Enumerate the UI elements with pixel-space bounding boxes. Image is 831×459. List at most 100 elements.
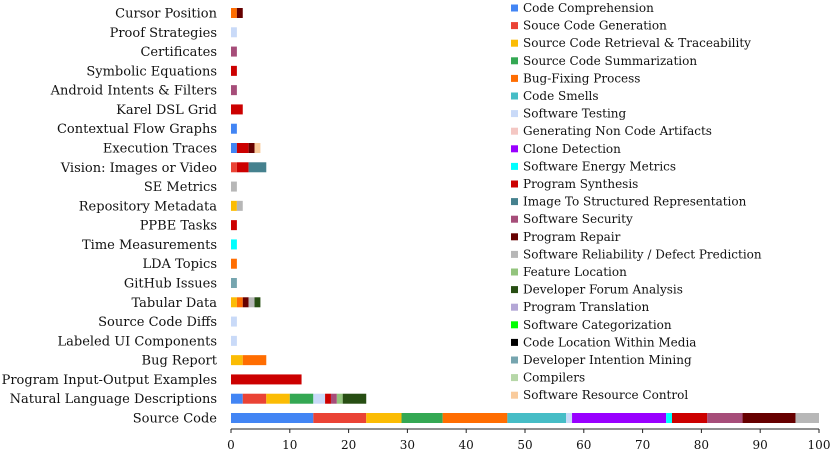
bar-segment [366,413,402,423]
bar-segment [325,393,331,404]
category-label: PPBE Tasks [140,219,217,234]
category-label: SE Metrics [144,180,217,195]
legend-swatch [511,110,518,118]
legend-label: Software Resource Control [523,388,688,402]
legend-label: Software Reliability / Defect Prediction [523,247,762,261]
bar-segment [342,393,367,404]
category-label: Time Measurements [82,238,217,253]
bar-segment [566,413,573,423]
bar-segment [572,413,667,423]
category-label: Karel DSL Grid [116,103,217,118]
x-tick-label: 70 [635,438,650,452]
legend-swatch [511,233,518,241]
x-tick-label: 20 [341,438,356,452]
bar-segment [248,143,255,153]
category-label: Bug Report [142,354,218,369]
legend-label: Souce Code Generation [523,19,667,33]
bar-segment [231,374,302,385]
legend-swatch [511,374,518,382]
legend-swatch [511,57,518,65]
bar-segment [231,104,243,115]
bar-segment [231,355,243,366]
legend-swatch [511,180,518,188]
bar-segment [231,27,237,38]
bar-segment [231,297,237,308]
legend-swatch [511,74,518,82]
bar-segment [231,316,237,327]
bar-segment [231,413,314,423]
legend-swatch [511,215,518,223]
x-tick-label: 90 [753,438,768,452]
bar-segment [313,393,326,404]
legend-label: Bug-Fixing Process [523,71,640,85]
legend-label: Source Code Summarization [523,54,697,68]
category-label: Symbolic Equations [86,64,217,79]
bar-segment [666,413,672,423]
legend-label: Code Comprehension [523,1,654,15]
bar-segment [330,393,337,404]
bar-segment [231,393,243,404]
bar-segment [336,393,343,404]
legend-label: Feature Location [523,265,627,279]
bar-segment [236,200,243,211]
legend-label: Code Smells [523,89,599,103]
x-tick-label: 40 [459,438,474,452]
legend-swatch [511,391,518,399]
x-axis: 0 10 20 30 40 50 60 70 80 90 100 [227,428,831,452]
bar-segment [672,413,708,423]
legend-label: Software Security [523,212,633,226]
legend-label: Software Testing [523,107,627,121]
category-label: Proof Strategies [110,26,217,41]
bars-layer [231,8,819,423]
bar-segment [231,46,237,57]
legend-swatch [511,268,518,276]
bar-segment [231,65,237,76]
legend-label: Compilers [523,371,585,385]
bar-segment [254,143,261,153]
bar-segment [742,413,796,423]
bar-segment [236,297,243,308]
bar-segment [231,181,237,192]
bar-segment [507,413,567,423]
category-label: Program Input-Output Examples [2,373,217,388]
x-tick-label: 0 [227,438,235,452]
x-tick-label: 50 [517,438,532,452]
legend-label: Program Repair [523,230,621,244]
bar-segment [231,143,237,153]
legend-swatch [511,127,518,135]
category-label: Vision: Images or Video [60,161,217,176]
category-label: Natural Language Descriptions [10,392,217,407]
legend-swatch [511,286,518,294]
bar-segment [266,393,290,404]
legend-swatch [511,321,518,329]
category-label: Contextual Flow Graphs [57,122,217,137]
bar-segment [231,123,237,134]
legend-swatch [511,356,518,364]
category-label: Cursor Position [115,7,217,22]
legend-swatch [511,162,518,170]
legend-swatch [511,198,518,206]
category-label: Source Code Diffs [98,315,217,330]
legend-label: Clone Detection [523,142,621,156]
legend-swatch [511,250,518,258]
bar-segment [248,162,267,173]
legend-swatch [511,4,518,12]
category-labels: Cursor Position Proof Strategies Certifica… [2,7,218,427]
x-tick-label: 100 [808,438,831,452]
bar-segment [231,220,237,231]
x-tick-label: 10 [282,438,297,452]
legend-label: Developer Intention Mining [523,353,692,367]
x-tick-label: 30 [400,438,415,452]
category-label: Tabular Data [131,296,217,311]
legend-label: Generating Non Code Artifacts [523,124,712,138]
bar-segment [254,297,261,308]
category-label: Labeled UI Components [57,334,217,349]
bar-segment [242,297,249,308]
category-label: Certificates [140,45,217,60]
bar-segment [707,413,743,423]
bar-segment [795,413,819,423]
bar-segment [231,162,237,173]
bar-segment [242,393,267,404]
bar-segment [289,393,314,404]
